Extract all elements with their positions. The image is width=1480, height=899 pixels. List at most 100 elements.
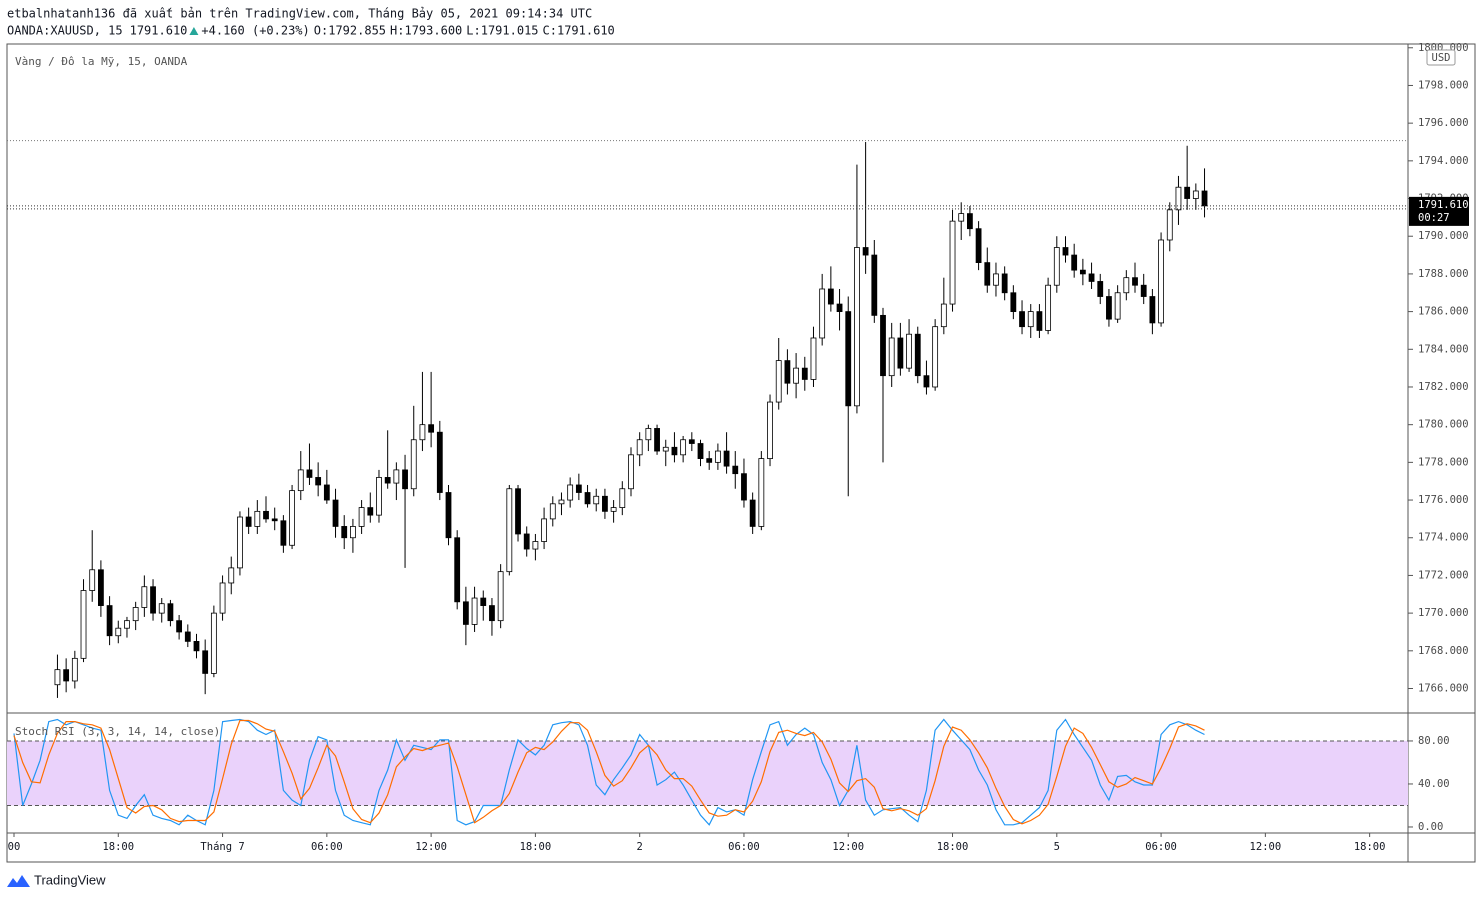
indicator-pane: 0.00 40.00 80.00 <box>7 718 1450 833</box>
candle-body <box>350 526 356 539</box>
indicator-band <box>7 740 1408 806</box>
candle-body <box>289 490 295 546</box>
candle-body <box>245 516 252 527</box>
candle-body <box>506 488 513 573</box>
candle-body <box>515 488 521 535</box>
candle-body <box>906 333 912 369</box>
legend-ohlc-label: L: <box>466 24 480 38</box>
candle-body <box>402 469 408 490</box>
candle-body <box>462 601 469 625</box>
candle-body <box>1123 277 1130 294</box>
legend-ohlc-label: O: <box>314 24 328 38</box>
brand-name: TradingView <box>34 872 106 887</box>
candle-body <box>480 597 487 606</box>
candle-body <box>1053 247 1060 286</box>
candle-body <box>723 450 730 467</box>
candle-body <box>306 469 313 478</box>
x-tick-label: 12:00 <box>415 841 447 853</box>
legend-ohlc-value: 1792.855 <box>328 24 386 38</box>
logo-icon <box>7 875 30 887</box>
y-tick-label: 1772.000 <box>1418 569 1469 581</box>
candle-body <box>1079 269 1086 275</box>
y-tick-label: 80.00 <box>1418 735 1450 747</box>
candle-body <box>367 507 374 516</box>
candle-body <box>1106 296 1112 320</box>
y-tick-label: 1770.000 <box>1418 607 1469 619</box>
candle-body <box>410 439 417 490</box>
candle-body <box>184 631 191 642</box>
candle-body <box>1062 247 1069 256</box>
candle-body <box>167 603 174 622</box>
candle-body <box>854 247 860 407</box>
candle-body <box>436 431 443 493</box>
candle-body <box>1158 239 1164 324</box>
candle-body <box>1010 292 1017 313</box>
price-pane: 1766.000 1768.000 1770.000 1772.000 1774.000… <box>7 42 1469 698</box>
candle-body <box>793 367 799 384</box>
candle-body <box>454 537 461 603</box>
y-tick-label: 1766.000 <box>1418 683 1469 695</box>
candle-body <box>358 507 365 527</box>
pane-title: Vàng / Đô la Mỹ, 15, OANDA <box>15 55 188 68</box>
candle-body <box>845 311 852 407</box>
candle-body <box>697 443 704 459</box>
candle-body <box>1175 186 1182 211</box>
candle-body <box>567 484 574 501</box>
x-tick-label: 18:00 <box>1354 841 1386 853</box>
candle-body <box>124 620 130 629</box>
candle-body <box>767 401 773 459</box>
candle-body <box>341 526 348 539</box>
candle-body <box>1036 311 1043 331</box>
currency-badge[interactable] <box>1426 49 1456 66</box>
legend-change: +4.160 (+0.23%) <box>201 24 309 38</box>
candle-body <box>827 288 834 305</box>
candle-body <box>897 337 904 369</box>
candle-body <box>323 484 330 501</box>
x-tick-label: 06:00 <box>1145 841 1177 853</box>
candle-body <box>732 465 739 475</box>
candle-body <box>1192 190 1199 199</box>
candle-body <box>1019 311 1025 328</box>
legend-symbol: OANDA:XAUUSD, 15 <box>7 24 123 38</box>
candle-body <box>202 650 209 674</box>
candle-body <box>445 492 452 539</box>
x-tick-label: 12:00 <box>1250 841 1282 853</box>
candle-body <box>176 620 183 633</box>
candle-body <box>89 569 96 591</box>
candle-body <box>949 220 956 305</box>
candle-body <box>784 360 791 384</box>
candle-body <box>332 499 339 527</box>
candle-body <box>923 375 930 388</box>
x-tick-label: 5 <box>1054 841 1060 853</box>
candle-body <box>315 477 322 486</box>
candle-body <box>523 533 530 550</box>
candle-body <box>1097 281 1104 297</box>
currency-label: USD <box>1432 52 1451 64</box>
candle-body <box>688 439 695 444</box>
candle-body <box>106 605 113 637</box>
candle-body <box>1088 273 1095 282</box>
candle-body <box>141 586 148 608</box>
candle-body <box>71 657 78 682</box>
candle-body <box>654 428 660 452</box>
candle-body <box>497 571 504 622</box>
candle-body <box>593 495 600 505</box>
candle-body <box>880 314 886 377</box>
legend-ohlc-label: H: <box>390 24 404 38</box>
y-tick-label: 1790.000 <box>1418 230 1469 242</box>
candle-body <box>1132 277 1138 286</box>
candle-body <box>1140 284 1147 297</box>
x-tick-label: Tháng 7 <box>200 841 244 853</box>
candle-body <box>862 247 869 256</box>
candle-body <box>263 510 269 520</box>
candle-body <box>662 446 669 452</box>
y-tick-label: 1778.000 <box>1418 456 1469 468</box>
indicator-line <box>13 718 1205 826</box>
y-tick-label: 1798.000 <box>1418 79 1469 91</box>
legend-ohlc-value: 1791.610 <box>557 24 615 38</box>
candle-body <box>914 333 921 377</box>
candle-body <box>610 507 617 512</box>
candle-body <box>393 469 400 484</box>
y-tick-label: 1782.000 <box>1418 381 1469 393</box>
y-tick-label: 1774.000 <box>1418 532 1469 544</box>
